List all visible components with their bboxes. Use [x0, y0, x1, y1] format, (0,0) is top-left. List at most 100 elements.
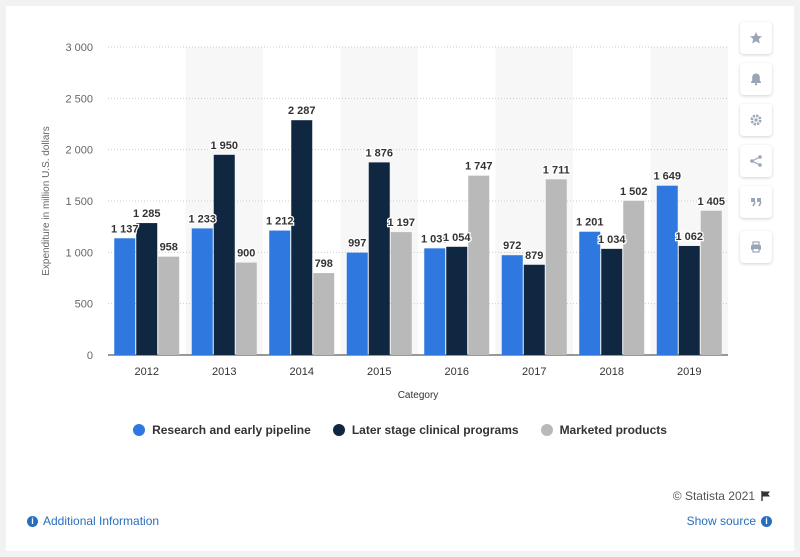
y-tick-label: 1 500	[65, 196, 93, 208]
additional-info-link[interactable]: i Additional Information	[27, 514, 159, 528]
data-label: 900	[237, 248, 255, 260]
bar	[313, 273, 335, 355]
favorite-button[interactable]	[740, 22, 772, 54]
legend-item-research[interactable]: Research and early pipeline	[133, 423, 311, 437]
star-icon	[750, 32, 762, 44]
print-icon	[751, 241, 761, 253]
data-label: 1 197	[387, 217, 415, 229]
bar	[213, 154, 235, 355]
x-tick-label: 2019	[677, 366, 701, 378]
legend-label: Research and early pipeline	[152, 423, 311, 437]
data-label: 879	[525, 250, 543, 262]
data-label: 1 062	[675, 231, 703, 243]
bell-icon	[751, 73, 761, 86]
data-label: 1 711	[543, 164, 570, 176]
x-tick-label: 2017	[522, 366, 546, 378]
x-tick-label: 2016	[445, 366, 469, 378]
data-label: 958	[160, 242, 178, 254]
legend: Research and early pipeline Later stage …	[0, 423, 800, 437]
show-source-link[interactable]: Show source i	[687, 514, 772, 528]
bar	[269, 230, 291, 355]
data-label: 1 039	[421, 233, 449, 245]
bar	[523, 264, 545, 355]
legend-label: Later stage clinical programs	[351, 423, 519, 437]
x-tick-label: 2013	[212, 366, 236, 378]
settings-button[interactable]	[740, 104, 772, 136]
bar	[656, 185, 678, 355]
data-label: 972	[503, 240, 521, 252]
bar	[235, 262, 257, 355]
legend-item-marketed[interactable]: Marketed products	[540, 423, 667, 437]
credits[interactable]: © Statista 2021	[673, 489, 772, 503]
notification-button[interactable]	[740, 63, 772, 95]
info-icon: i	[27, 515, 38, 527]
bar	[468, 175, 490, 355]
data-label: 1 950	[210, 140, 238, 152]
data-label: 1 502	[620, 186, 648, 198]
y-tick-label: 2 000	[65, 145, 93, 157]
print-button[interactable]	[740, 231, 772, 263]
y-tick-label: 3 000	[65, 42, 93, 54]
data-label: 798	[315, 258, 333, 270]
bar	[136, 223, 158, 355]
quote-icon	[751, 198, 762, 207]
y-tick-label: 2 500	[65, 93, 93, 105]
y-tick-label: 0	[87, 350, 93, 362]
bar	[700, 210, 722, 355]
legend-item-later-stage[interactable]: Later stage clinical programs	[332, 423, 519, 437]
legend-marker	[133, 424, 146, 436]
bar	[446, 246, 468, 355]
x-tick-labels: 2012 2013 2014 2015 2016 2017 2018 2019	[135, 366, 702, 378]
info-icon: i	[761, 515, 772, 527]
bar	[579, 231, 601, 355]
data-label: 1 212	[266, 216, 294, 228]
data-label: 1 747	[465, 161, 493, 173]
data-label: 1 034	[598, 234, 626, 246]
cite-button[interactable]	[740, 186, 772, 218]
x-tick-label: 2012	[135, 366, 159, 378]
gear-icon	[750, 114, 762, 126]
data-label: 1 137	[111, 223, 139, 235]
legend-marker	[332, 424, 345, 436]
data-labels-group: 1 137 1 233 1 212 997 1 039 972 1 201 1 649 1 28…	[110, 104, 727, 271]
data-label: 1 649	[653, 171, 681, 183]
share-icon	[750, 155, 762, 167]
bars-group	[114, 120, 722, 356]
share-button[interactable]	[740, 145, 772, 177]
data-label: 1 285	[133, 208, 161, 220]
y-tick-label: 500	[75, 299, 93, 311]
bar	[545, 179, 567, 355]
bar	[424, 248, 446, 355]
legend-label: Marketed products	[559, 423, 667, 437]
data-label: 1 054	[443, 232, 471, 244]
bar	[114, 238, 136, 355]
x-tick-label: 2014	[290, 366, 314, 378]
bar	[390, 232, 412, 355]
data-label: 997	[348, 238, 366, 250]
legend-marker	[540, 424, 553, 436]
flag-icon	[761, 491, 770, 501]
data-label: 1 876	[365, 147, 393, 159]
data-label: 1 405	[697, 196, 725, 208]
data-label: 2 287	[288, 105, 316, 117]
y-tick-label: 1 000	[65, 247, 93, 259]
bar	[601, 248, 623, 355]
data-label: 1 201	[576, 217, 604, 229]
bar	[191, 228, 213, 355]
bar	[501, 255, 523, 355]
x-tick-label: 2018	[600, 366, 624, 378]
x-tick-label: 2015	[367, 366, 391, 378]
show-source-label: Show source	[686, 514, 756, 528]
bar	[158, 256, 180, 355]
y-axis-label: Expenditure in million U.S. dollars	[41, 126, 52, 276]
data-label: 1 233	[188, 213, 216, 225]
bar	[346, 252, 368, 355]
credits-text: © Statista 2021	[672, 489, 755, 503]
x-axis-label: Category	[398, 390, 439, 401]
bar	[368, 162, 390, 355]
bar	[623, 200, 645, 355]
bar	[678, 245, 700, 355]
bar	[291, 120, 313, 356]
additional-info-label: Additional Information	[43, 514, 160, 528]
